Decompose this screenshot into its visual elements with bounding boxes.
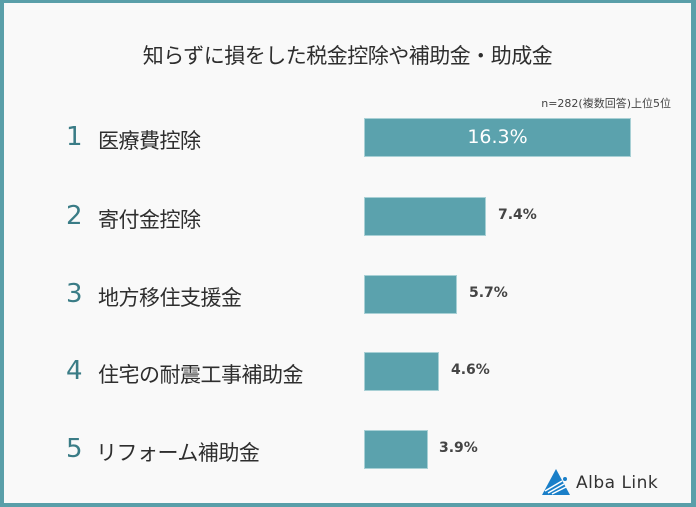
bar <box>364 197 486 236</box>
bar <box>364 352 439 391</box>
category-label: リフォーム補助金 <box>96 441 260 465</box>
category-label: 医療費控除 <box>98 129 201 153</box>
value-label: 3.9% <box>439 440 478 456</box>
value-label: 5.7% <box>469 285 508 301</box>
rank-number: 5 <box>66 434 83 464</box>
rank-number: 4 <box>66 356 83 386</box>
rank-number: 3 <box>66 279 83 309</box>
brand-name: Alba Link <box>576 473 659 493</box>
alba-link-logo-icon <box>542 469 570 495</box>
value-label: 16.3% <box>467 126 528 148</box>
bar <box>364 118 631 157</box>
category-label: 住宅の耐震工事補助金 <box>98 363 304 387</box>
chart-row: 3 地方移住支援金 5.7% <box>4 275 691 315</box>
chart-row: 1 医療費控除 16.3% <box>4 118 691 158</box>
bar <box>364 275 457 314</box>
sample-note: n=282(複数回答)上位5位 <box>541 97 671 110</box>
category-label: 寄付金控除 <box>98 208 201 232</box>
chart-frame: 知らずに損をした税金控除や補助金・助成金 n=282(複数回答)上位5位 1 医… <box>4 3 691 503</box>
value-label: 7.4% <box>498 207 537 223</box>
rank-number: 1 <box>66 122 83 152</box>
bar <box>364 430 428 469</box>
chart-title: 知らずに損をした税金控除や補助金・助成金 <box>142 44 553 68</box>
value-label: 4.6% <box>451 362 490 378</box>
category-label: 地方移住支援金 <box>98 286 242 310</box>
chart-row: 4 住宅の耐震工事補助金 4.6% <box>4 352 691 392</box>
chart-row: 2 寄付金控除 7.4% <box>4 197 691 237</box>
chart-row: 5 リフォーム補助金 3.9% <box>4 430 691 470</box>
rank-number: 2 <box>66 201 83 231</box>
